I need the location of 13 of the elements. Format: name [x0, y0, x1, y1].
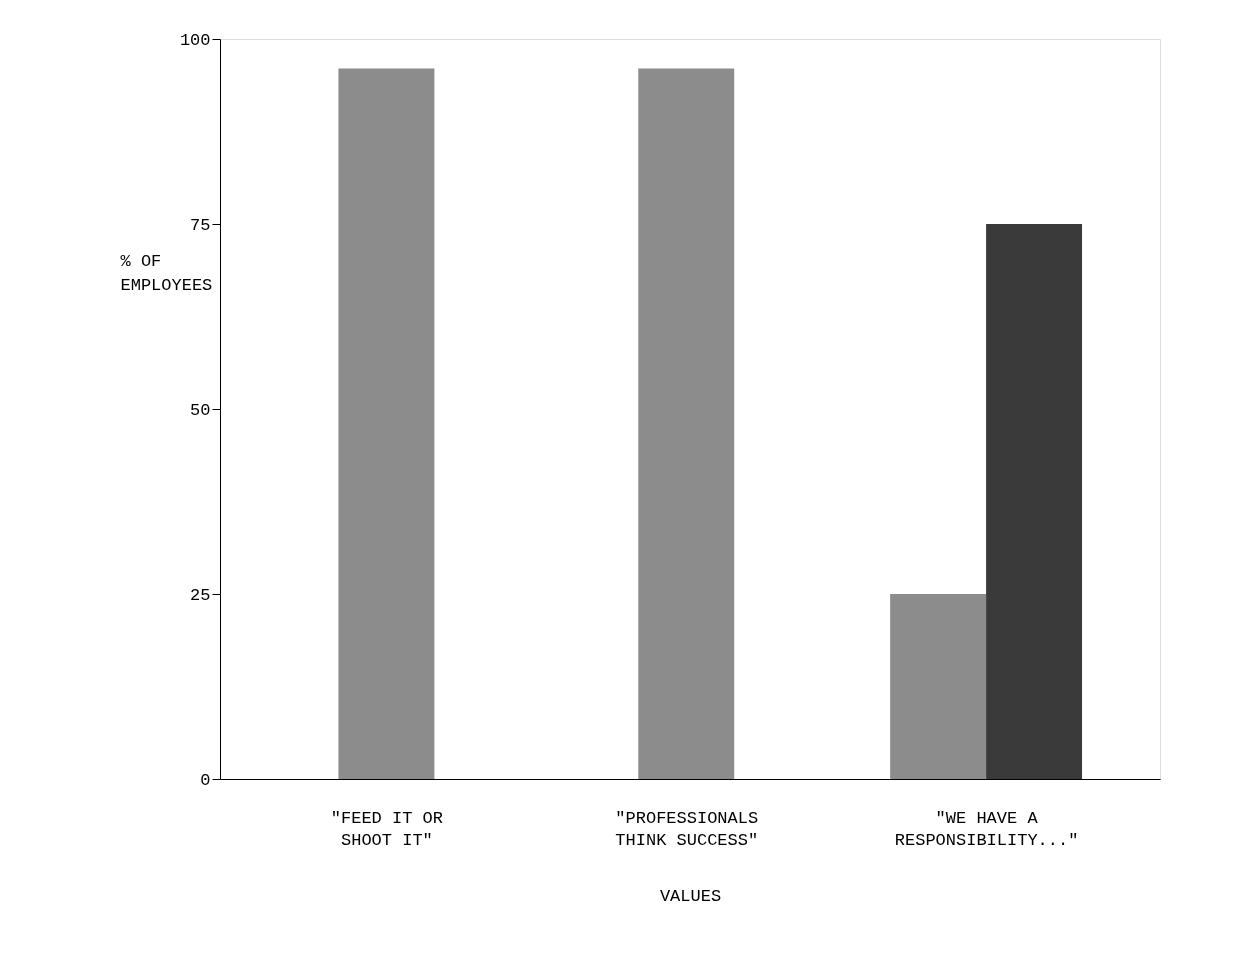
- x-tick-label: "PROFESSIONALS THINK SUCCESS": [615, 808, 759, 850]
- x-tick-label: "WE HAVE A RESPONSIBILITY...": [894, 808, 1079, 850]
- bar: [986, 224, 1083, 779]
- y-tick-label: 100: [179, 30, 211, 50]
- bar: [338, 68, 435, 779]
- x-tick-label: "FEED IT OR SHOOT IT": [330, 808, 444, 850]
- y-tick-label: 75: [190, 215, 211, 235]
- y-tick-label: 0: [200, 770, 211, 790]
- y-tick-label: 25: [190, 585, 211, 605]
- x-axis-title: VALUES: [659, 886, 722, 906]
- y-axis-title: % OF EMPLOYEES: [120, 251, 213, 295]
- y-tick-label: 50: [190, 400, 211, 420]
- bar: [890, 594, 987, 779]
